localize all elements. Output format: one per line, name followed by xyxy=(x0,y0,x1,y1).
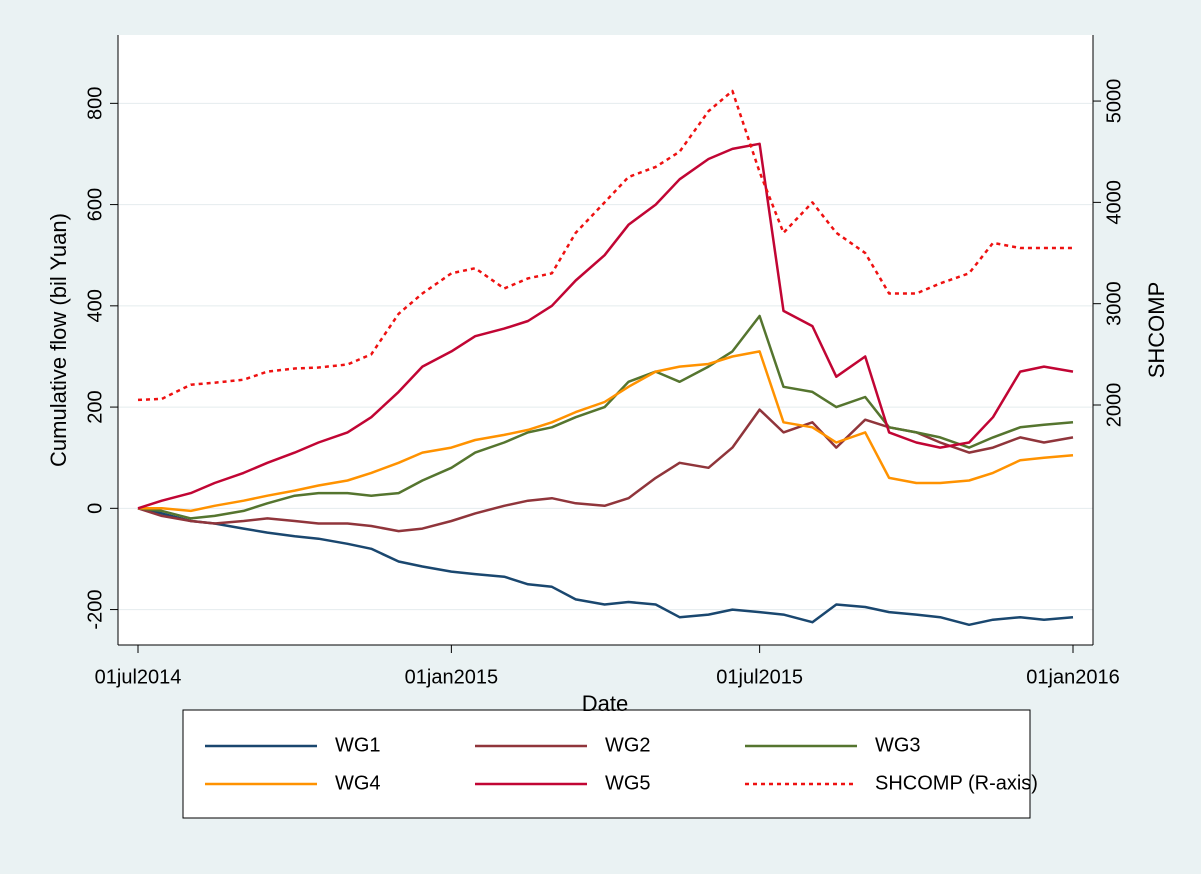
legend-label: WG3 xyxy=(875,734,921,756)
legend-box xyxy=(182,709,1031,819)
y-tick-label: -200 xyxy=(84,590,106,630)
x-tick-label: 01jan2016 xyxy=(1026,666,1119,688)
legend-label: SHCOMP (R-axis) xyxy=(875,772,1038,794)
series-line xyxy=(137,142,1074,510)
y-axis-title: Cumulative flow (bil Yuan) xyxy=(46,213,71,467)
series-line xyxy=(138,350,1074,513)
legend-label: WG2 xyxy=(605,734,651,756)
x-tick-label: 01jul2014 xyxy=(95,666,182,688)
y2-tick-label: 2000 xyxy=(1103,383,1125,428)
series-line xyxy=(137,314,1074,520)
x-tick-label: 01jul2015 xyxy=(716,666,803,688)
legend-label: WG1 xyxy=(335,734,381,756)
y2-tick-label: 3000 xyxy=(1103,281,1125,326)
y2-tick-label: 5000 xyxy=(1103,79,1125,124)
x-tick-label: 01jan2015 xyxy=(405,666,498,688)
y-tick-label: 800 xyxy=(84,87,106,120)
y2-axis-title: SHCOMP xyxy=(1144,282,1169,379)
plot-area xyxy=(118,35,1093,645)
y-tick-label: 600 xyxy=(84,188,106,221)
x-axis-title: Date xyxy=(582,691,628,716)
y-tick-label: 400 xyxy=(84,289,106,322)
legend-label: WG4 xyxy=(335,772,381,794)
y2-tick-label: 4000 xyxy=(1103,180,1125,225)
y-tick-label: 200 xyxy=(84,390,106,423)
series-line xyxy=(137,89,1073,402)
y-tick-label: 0 xyxy=(84,503,106,514)
series-line xyxy=(137,507,1074,627)
legend-label: WG5 xyxy=(605,772,651,794)
